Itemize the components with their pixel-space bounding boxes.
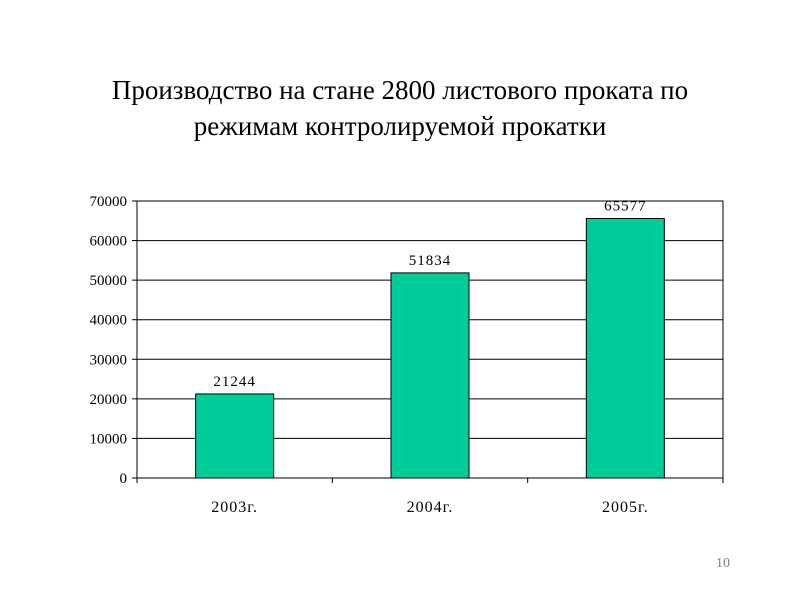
data-label: 51834 [409, 253, 452, 269]
y-tick-label: 70000 [90, 194, 128, 210]
y-tick-label: 10000 [90, 431, 128, 447]
bar [390, 272, 470, 479]
bar [585, 218, 665, 479]
x-tick-label: 2005г. [602, 499, 649, 516]
x-tick-label: 2004г. [407, 499, 454, 516]
bar [195, 393, 275, 479]
y-tick-label: 20000 [90, 392, 128, 408]
y-tick-label: 60000 [90, 234, 128, 250]
y-tick-label: 50000 [90, 273, 128, 289]
x-tick-label: 2003г. [211, 499, 258, 516]
y-tick-label: 0 [120, 471, 128, 487]
data-label: 21244 [213, 374, 256, 390]
page-number: 10 [716, 556, 730, 571]
data-label: 65577 [604, 199, 647, 215]
slide-title-line-1: Производство на стане 2800 листового про… [111, 75, 689, 105]
slide-title-line-2: режимам контролируемой прокатки [193, 111, 607, 141]
y-tick-label: 30000 [90, 352, 128, 368]
slide-title: Производство на стане 2800 листового про… [40, 72, 760, 144]
y-tick-label: 40000 [90, 313, 128, 329]
